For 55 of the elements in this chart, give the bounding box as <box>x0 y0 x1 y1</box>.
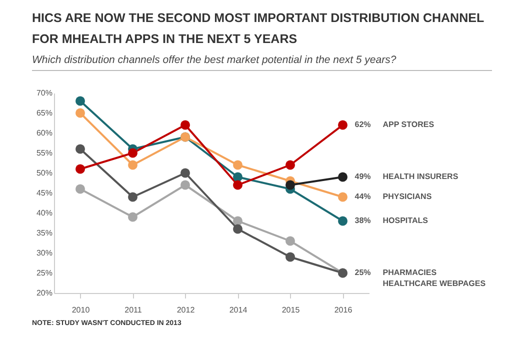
point <box>338 216 348 226</box>
point <box>76 108 85 118</box>
text: PHARMACIES <box>382 268 438 277</box>
x-tick-label: 2011 <box>124 306 142 314</box>
point <box>180 180 190 190</box>
y-tick-label: 55% <box>36 148 52 158</box>
x-tick-label: 2015 <box>282 306 300 314</box>
text: HEALTHCARE WEBPAGES <box>382 279 486 288</box>
point <box>338 172 348 182</box>
point <box>76 164 85 174</box>
data-label: 44% <box>354 192 371 201</box>
y-tick-label: 70% <box>36 88 52 98</box>
point <box>233 216 242 226</box>
point <box>180 120 190 130</box>
data-label: 25% <box>354 268 371 277</box>
point <box>76 96 85 106</box>
y-tick-label: 35% <box>36 228 52 238</box>
point <box>233 172 242 182</box>
point <box>233 160 242 170</box>
point <box>233 180 242 190</box>
x-tick-label: 2014 <box>229 306 248 314</box>
point <box>180 168 190 178</box>
y-tick-label: 45% <box>36 188 52 198</box>
y-tick-label: 50% <box>36 168 52 178</box>
point <box>128 212 138 222</box>
point <box>338 120 348 130</box>
y-tick-label: 40% <box>36 208 52 218</box>
data-label: 49% <box>354 172 371 181</box>
point <box>76 144 85 154</box>
point <box>233 224 242 234</box>
text: APP STORES <box>382 120 435 129</box>
x-tick-label: 2012 <box>176 306 196 314</box>
point <box>286 160 295 170</box>
point <box>286 236 295 246</box>
point <box>128 148 138 158</box>
chart-subtitle: Which distribution channels offer the best market potential in the next 5 years? <box>32 54 492 71</box>
text: HOSPITALS <box>382 216 429 225</box>
x-tick-label: 2016 <box>334 306 353 314</box>
point <box>338 192 348 202</box>
x-tick-label: 2010 <box>72 306 90 314</box>
point <box>128 192 138 202</box>
y-tick-label: 25% <box>36 268 52 278</box>
point <box>128 160 138 170</box>
y-tick-label: 60% <box>36 128 52 138</box>
y-tick-label: 20% <box>36 288 52 298</box>
chart-title: HICS ARE NOW THE SECOND MOST IMPORTANT DISTRIBUTION CHANNEL FOR MHEALTH APPS IN THE NEXT 5 YEARS <box>32 10 485 48</box>
text: PHYSICIANS <box>382 192 432 201</box>
y-tick-label: 65% <box>36 108 52 118</box>
point <box>286 252 295 262</box>
data-label: 62% <box>354 120 371 129</box>
y-tick-label: 30% <box>36 248 52 258</box>
data-label: 38% <box>354 216 371 225</box>
point <box>286 180 295 190</box>
point <box>76 184 85 194</box>
text: HEALTH INSURERS <box>382 172 459 181</box>
